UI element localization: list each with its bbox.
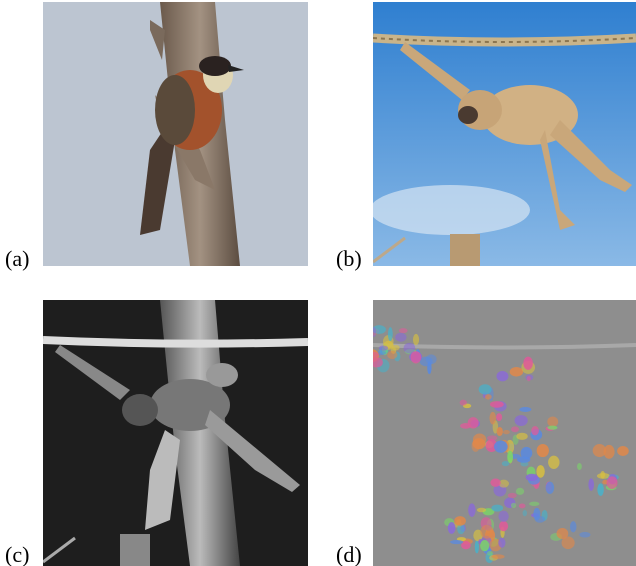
panel-label: (b)	[336, 246, 362, 271]
noise-blob	[497, 427, 503, 436]
panel-label: (d)	[336, 542, 362, 566]
noise-blob	[503, 430, 510, 434]
noise-blob	[475, 540, 479, 553]
noise-blob	[413, 334, 419, 345]
noise-blob	[477, 508, 486, 512]
noise-blob	[372, 327, 376, 337]
noise-blob	[547, 426, 557, 430]
noise-blob	[399, 328, 408, 333]
noise-blob	[510, 367, 523, 377]
noise-blob	[491, 505, 503, 512]
noise-blob	[527, 376, 531, 381]
noise-blob	[499, 521, 508, 531]
noise-blob	[516, 433, 527, 440]
panel-label: (a)	[5, 246, 29, 271]
noise-blob	[448, 522, 456, 534]
noise-blob	[468, 417, 479, 428]
noise-blob	[536, 465, 544, 478]
noise-blob	[570, 521, 576, 532]
noise-blob	[491, 554, 504, 559]
noise-blob	[411, 351, 422, 363]
noise-blob	[516, 488, 524, 495]
image-a	[43, 2, 308, 266]
noise-blob	[526, 474, 538, 481]
noise-blob	[490, 401, 504, 408]
noise-blob	[579, 532, 590, 538]
noise-blob	[480, 525, 493, 539]
noise-blob	[454, 516, 466, 526]
noise-blob	[498, 538, 505, 548]
noise-blob	[496, 413, 502, 421]
noise-blob	[392, 345, 400, 351]
noise-blob	[480, 540, 489, 551]
noise-blob	[468, 503, 475, 517]
noise-blob	[548, 456, 559, 469]
noise-blob	[496, 371, 508, 381]
noise-blob	[485, 394, 492, 399]
noise-blob	[562, 537, 575, 550]
noise-blob	[535, 516, 545, 523]
noise-blob	[607, 476, 618, 489]
noise-blob	[450, 540, 463, 544]
noise-blob	[395, 333, 406, 342]
panel-label: (c)	[5, 542, 29, 566]
noise-blob	[365, 352, 379, 358]
noise-blob	[600, 471, 605, 479]
noise-blob	[479, 384, 492, 394]
noise-blob	[388, 327, 393, 341]
noise-blob	[546, 482, 555, 494]
noise-blob	[523, 357, 533, 370]
noise-blob	[519, 407, 531, 412]
noise-blob	[511, 503, 516, 508]
noise-blob	[529, 502, 539, 506]
noise-blob	[597, 483, 604, 496]
image-c	[43, 300, 308, 566]
noise-blob	[487, 435, 497, 440]
noise-blob	[511, 426, 519, 432]
noise-blob	[490, 478, 500, 486]
noise-blob	[498, 511, 508, 522]
noise-blob	[460, 400, 467, 406]
noise-blob	[379, 345, 388, 350]
noise-blob	[515, 415, 528, 426]
image-b	[370, 2, 636, 274]
noise-blob	[502, 461, 510, 466]
noise-blob	[426, 354, 437, 364]
noise-blob	[517, 456, 530, 462]
noise-blob	[370, 357, 382, 367]
image-d	[365, 300, 636, 566]
noise-blob	[531, 426, 539, 435]
noise-blob	[588, 478, 594, 490]
noise-blob	[472, 440, 480, 452]
noise-blob	[508, 493, 517, 498]
noise-blob	[577, 463, 582, 470]
figure: (a) (b) (c) (d)	[0, 0, 636, 566]
noise-blob	[519, 504, 526, 509]
noise-blob	[617, 446, 629, 456]
noise-blob	[523, 510, 527, 516]
noise-blob	[490, 412, 496, 425]
noise-blob	[487, 551, 493, 556]
noise-blob	[494, 441, 508, 453]
noise-blob	[387, 351, 397, 359]
noise-blob	[537, 444, 549, 457]
noise-blob	[507, 451, 513, 463]
noise-blob	[593, 444, 607, 457]
noise-blob	[547, 417, 558, 427]
